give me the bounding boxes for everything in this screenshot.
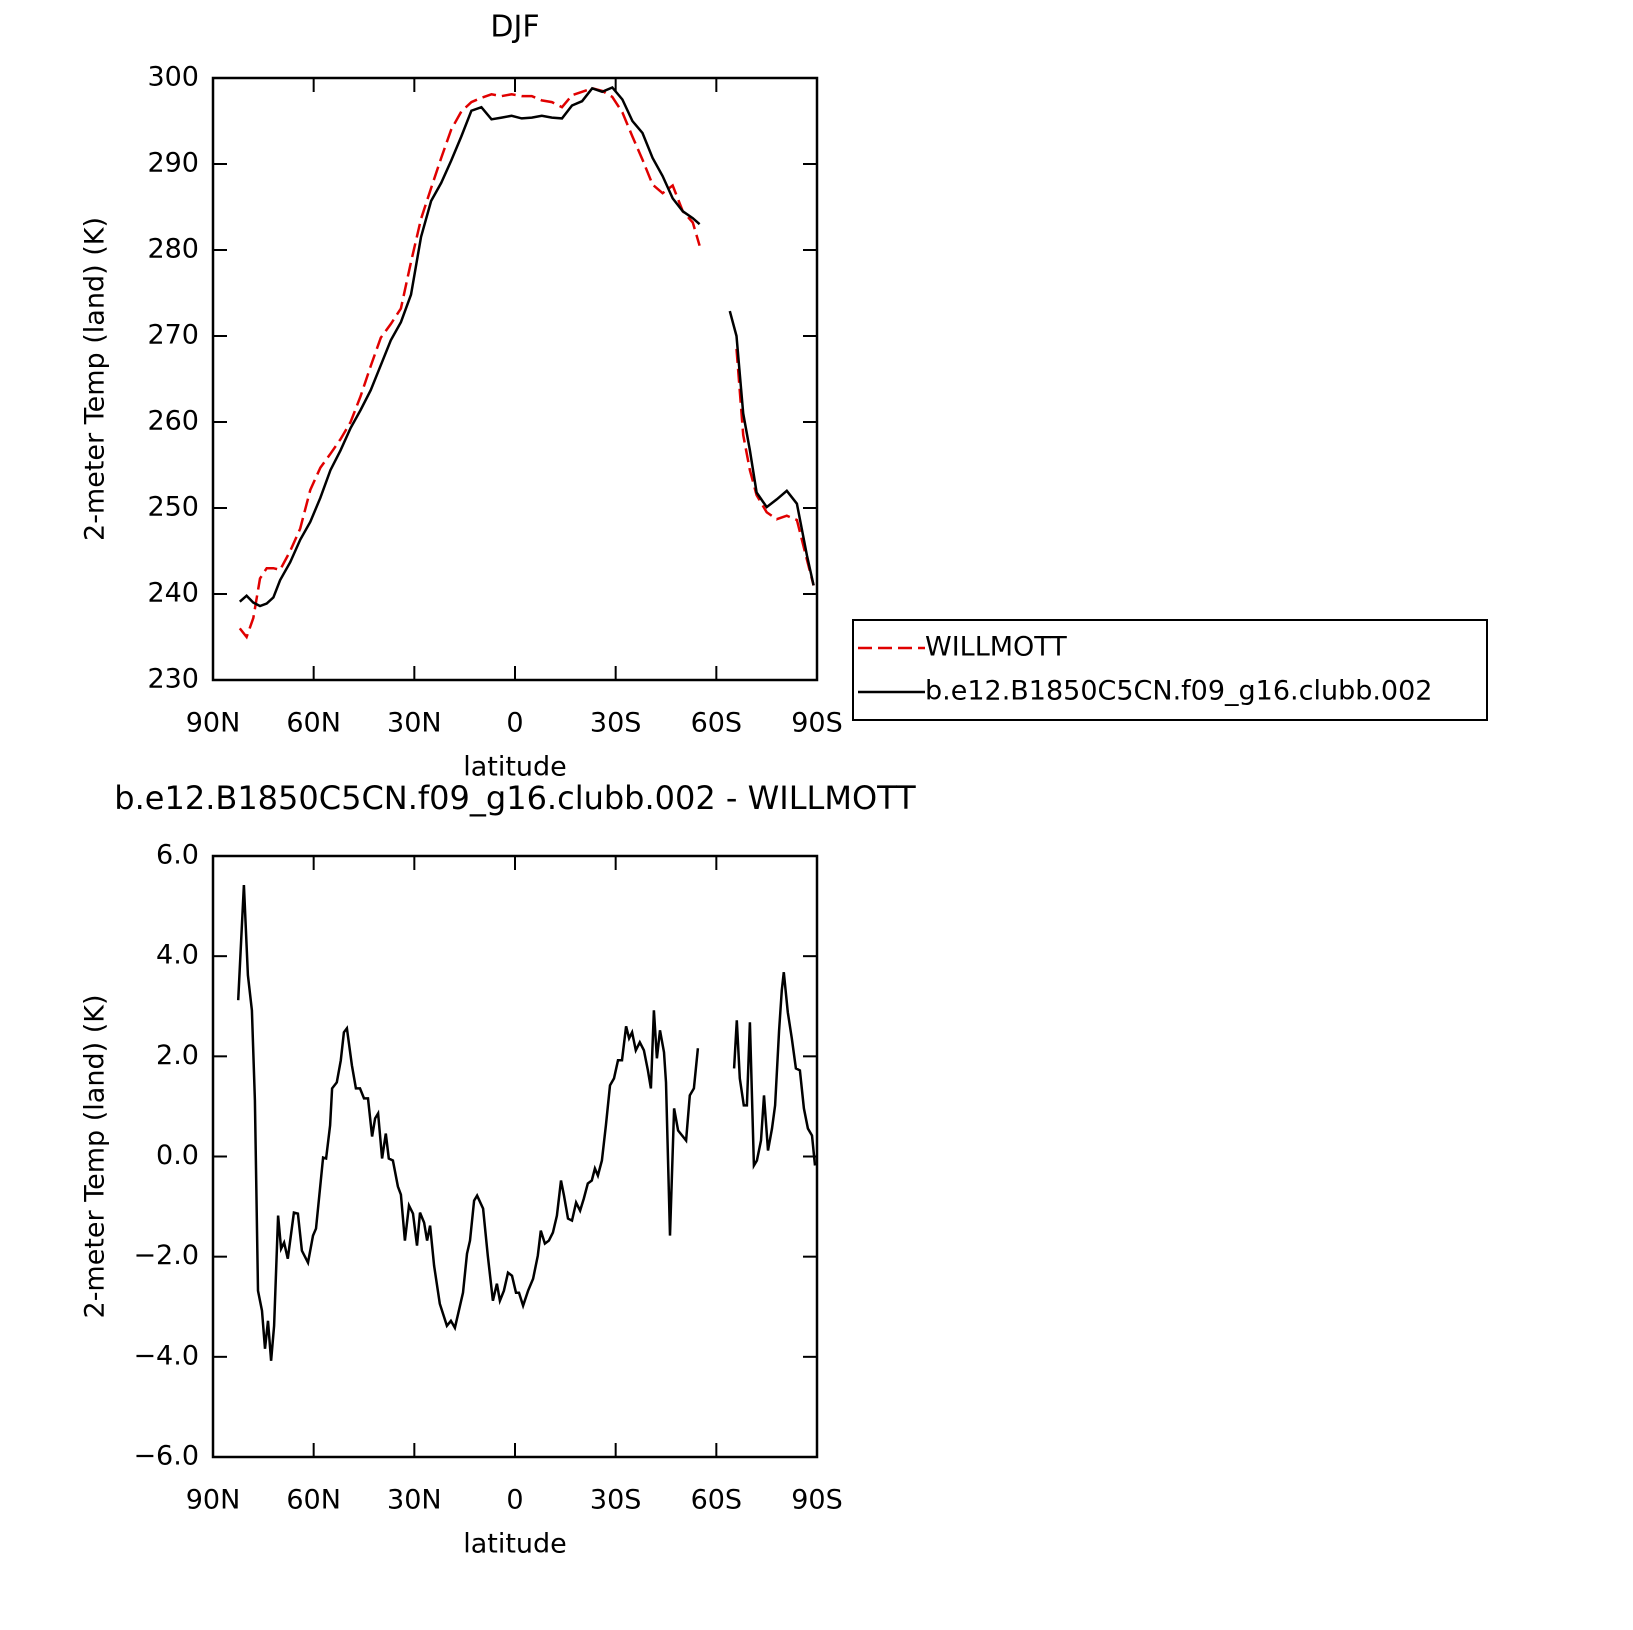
x-tick-label: 60S: [691, 1485, 743, 1516]
y-tick-label: −4.0: [133, 1340, 199, 1371]
y-tick-label: −2.0: [133, 1240, 199, 1271]
y-tick-label: 250: [147, 492, 199, 523]
x-tick-label: 60N: [286, 708, 341, 739]
y-tick-label: 260: [147, 406, 199, 437]
y-tick-label: 6.0: [156, 840, 199, 871]
chart-title: DJF: [490, 10, 539, 45]
x-tick-label: 60N: [286, 1485, 341, 1516]
chart-title: b.e12.B1850C5CN.f09_g16.clubb.002 - WILL…: [114, 779, 916, 817]
legend-label: WILLMOTT: [925, 632, 1067, 663]
y-tick-label: 270: [147, 320, 199, 351]
y-tick-label: 280: [147, 234, 199, 265]
y-tick-label: 300: [147, 62, 199, 93]
data-line: [236, 884, 817, 1361]
x-tick-label: 30S: [590, 708, 642, 739]
legend-box: [852, 619, 1488, 721]
plot-frame: [211, 76, 819, 682]
data-line: [238, 85, 815, 608]
x-tick-label: 30S: [590, 1485, 642, 1516]
x-tick-label: 30N: [387, 1485, 442, 1516]
x-tick-label: 30N: [387, 708, 442, 739]
x-tick-label: 60S: [691, 708, 743, 739]
x-tick-label: 90S: [791, 1485, 843, 1516]
y-tick-label: 0.0: [156, 1140, 199, 1171]
y-tick-label: 2.0: [156, 1040, 199, 1071]
x-tick-label: 0: [506, 708, 523, 739]
data-line: [238, 86, 815, 640]
plot-frame: [211, 854, 819, 1459]
x-axis-label: latitude: [463, 752, 567, 783]
x-tick-label: 90S: [791, 708, 843, 739]
legend-label: b.e12.B1850C5CN.f09_g16.clubb.002: [925, 676, 1432, 707]
x-tick-label: 0: [506, 1485, 523, 1516]
y-tick-label: 240: [147, 578, 199, 609]
y-axis-label: 2-meter Temp (land) (K): [80, 995, 111, 1319]
x-axis-label: latitude: [463, 1529, 567, 1560]
y-tick-label: −6.0: [133, 1441, 199, 1472]
y-tick-label: 4.0: [156, 940, 199, 971]
y-axis-label: 2-meter Temp (land) (K): [80, 217, 111, 541]
x-tick-label: 90N: [186, 708, 241, 739]
y-tick-label: 230: [147, 664, 199, 695]
y-tick-label: 290: [147, 148, 199, 179]
x-tick-label: 90N: [186, 1485, 241, 1516]
